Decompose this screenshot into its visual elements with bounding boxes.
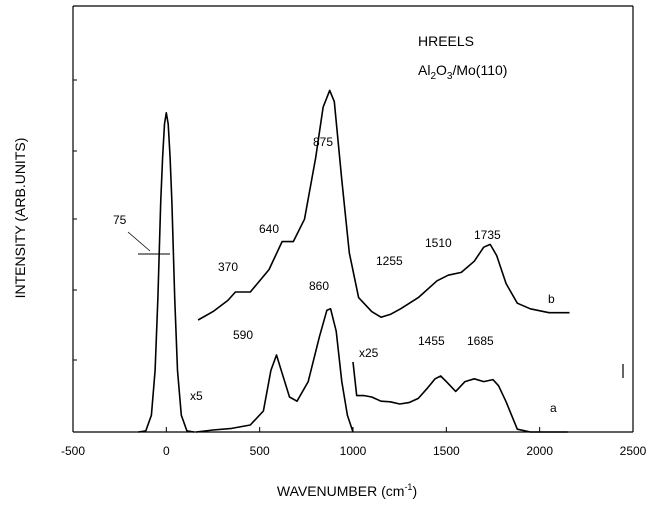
series-a-line-segment-2 [352,361,568,433]
peak-label-b-1735: 1735 [474,228,501,242]
x-tick-label: 1000 [340,444,367,458]
x-tick-label: 2000 [526,444,553,458]
series-a-line-segment-1 [196,307,354,433]
peak-label-b-1255: 1255 [376,254,403,268]
title-line-1: HREELS [418,33,474,49]
x-tick-label: -500 [61,444,85,458]
title-line-2: Al2O3/Mo(110) [418,62,507,82]
title-sub-2: 2 [430,71,436,82]
title-o: O [436,62,447,78]
fwhm-leader [127,231,151,252]
fwhm-label: 75 [113,213,127,227]
peak-label-b-875: 875 [313,135,333,149]
peak-label-b-370: 370 [218,260,238,274]
curves [138,89,570,433]
scale-label-x25: x25 [359,346,379,360]
x-tick-label: 500 [250,444,270,458]
peak-label-b-640: 640 [259,222,279,236]
peak-label-a-1455: 1455 [418,334,445,348]
series-label-b: b [548,292,555,306]
peak-label-a-860: 860 [309,279,329,293]
x-axis-label-tail: ) [412,483,417,499]
series-label-a: a [550,401,557,415]
series-b-line [197,89,570,321]
title-al: Al [418,62,430,78]
peak-label-a-1685: 1685 [467,334,494,348]
scale-label-x5: x5 [190,389,203,403]
x-axis-label: WAVENUMBER (cm-1) [277,482,417,499]
elastic-peak-line [138,112,195,433]
title-tail: /Mo(110) [452,62,507,78]
y-axis-label: INTENSITY (ARB.UNITS) [12,138,28,299]
x-tick-label: 2500 [620,444,647,458]
peak-label-a-590: 590 [233,328,253,342]
x-axis-label-main: WAVENUMBER (cm [277,483,405,499]
y-axis-ticks [73,79,77,361]
x-tick-label: 0 [163,444,170,458]
x-axis-label-sup: -1 [404,482,412,492]
x-tick-label: 1500 [433,444,460,458]
peak-label-b-1510: 1510 [425,236,452,250]
title-sub-3: 3 [447,71,453,82]
x-axis-ticks: -500 0 500 1000 1500 2000 2500 [61,427,647,458]
